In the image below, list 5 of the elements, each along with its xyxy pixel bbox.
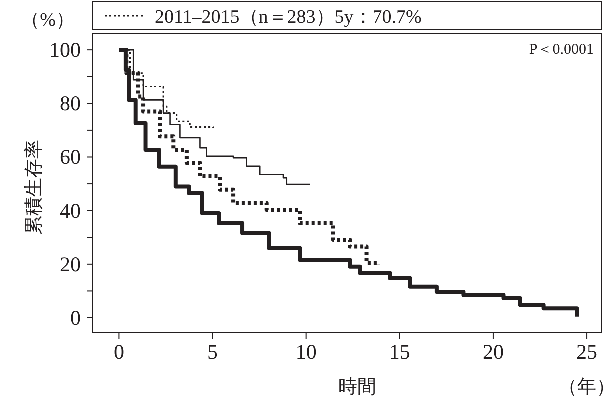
annotation: （%） xyxy=(21,10,75,31)
annotation: P＜0.0001 xyxy=(529,42,594,58)
annotation: （年） xyxy=(558,377,608,398)
y-axis-title: 累積生存率 xyxy=(24,140,45,235)
x-axis-title: 時間 xyxy=(338,377,376,398)
